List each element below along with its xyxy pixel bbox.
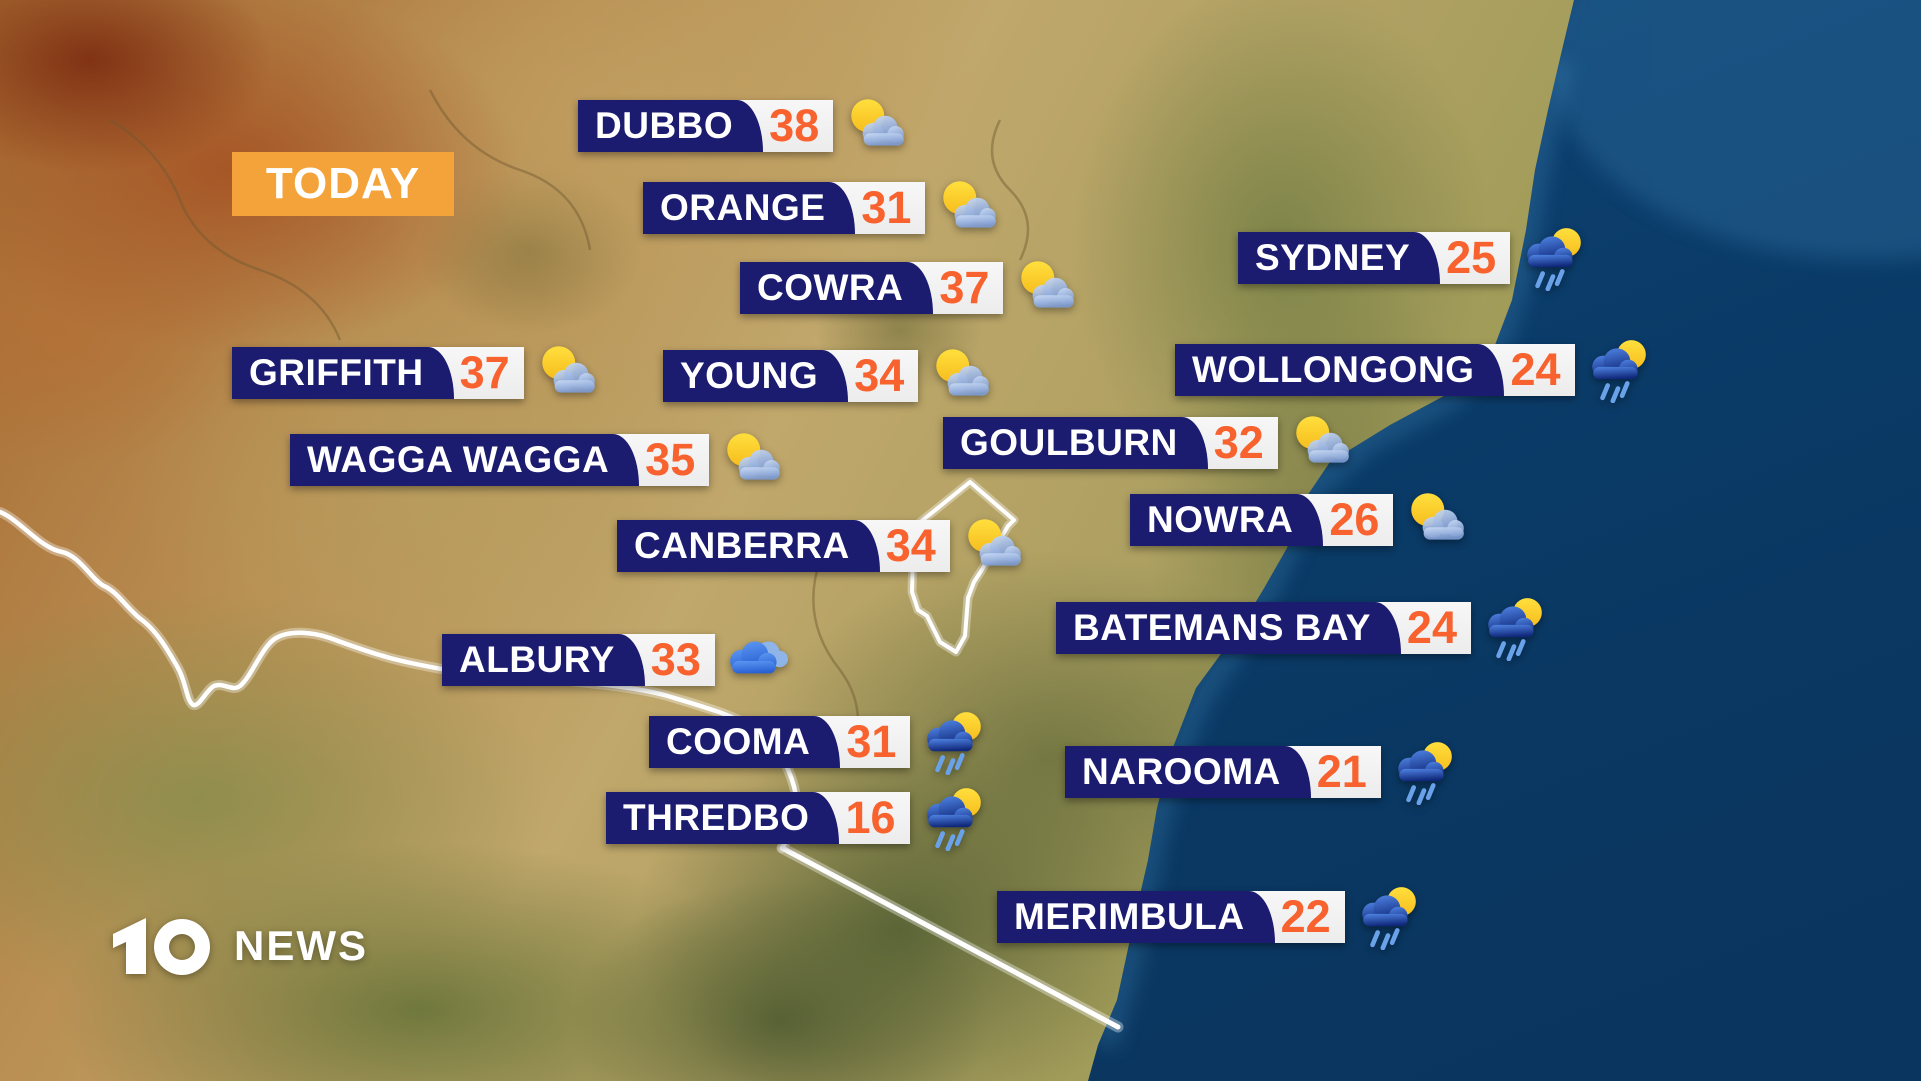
station-cowra: COWRA 37	[740, 262, 1079, 314]
station-merimbula: MERIMBULA 22	[997, 891, 1421, 943]
station-nowra: NOWRA 26	[1130, 494, 1469, 546]
plate-curve	[1414, 232, 1441, 284]
plate-curve	[1181, 417, 1208, 469]
ocean	[1088, 0, 1921, 1081]
rain-sun-icon	[1585, 337, 1651, 403]
plate-curve	[427, 347, 454, 399]
station-albury: ALBURY 33	[442, 634, 791, 686]
sun-cloud-icon	[1013, 255, 1079, 321]
station-temp: 21	[1316, 746, 1367, 797]
sun-cloud-icon	[928, 343, 994, 409]
station-canberra: CANBERRA 34	[617, 520, 1026, 572]
station-temp: 24	[1510, 344, 1561, 395]
border-straight-segment	[779, 845, 1121, 1030]
station-name: CANBERRA	[617, 520, 854, 572]
station-orange: ORANGE 31	[643, 182, 1001, 234]
station-name: ALBURY	[442, 634, 619, 686]
rain-sun-icon	[920, 709, 986, 775]
station-name: NAROOMA	[1065, 746, 1285, 798]
station-young: YOUNG 34	[663, 350, 994, 402]
plate-curve	[737, 100, 764, 152]
station-temp: 37	[459, 347, 510, 398]
station-temp: 26	[1329, 494, 1380, 545]
rain-sun-icon	[1355, 884, 1421, 950]
sun-cloud-icon	[534, 340, 600, 406]
station-temp: 16	[845, 792, 896, 843]
ten-news-logo: NEWS	[108, 916, 368, 976]
today-label: TODAY	[265, 159, 421, 208]
today-badge: TODAY	[232, 152, 454, 216]
station-sydney: SYDNEY 25	[1238, 232, 1586, 284]
station-name: THREDBO	[606, 792, 814, 844]
station-narooma: NAROOMA 21	[1065, 746, 1457, 798]
plate-curve	[853, 520, 880, 572]
station-batemans-bay: BATEMANS BAY 24	[1056, 602, 1547, 654]
blue-clouds-icon	[725, 627, 791, 693]
ocean-light-patch	[1550, 0, 1921, 260]
rain-sun-icon	[1520, 225, 1586, 291]
station-temp: 24	[1406, 602, 1457, 653]
station-temp: 37	[939, 262, 990, 313]
station-name: SYDNEY	[1238, 232, 1415, 284]
station-name: COWRA	[740, 262, 908, 314]
sun-cloud-icon	[1403, 487, 1469, 553]
rain-sun-icon	[1391, 739, 1457, 805]
station-name: ORANGE	[643, 182, 830, 234]
station-name: BATEMANS BAY	[1056, 602, 1375, 654]
station-temp: 35	[645, 434, 696, 485]
station-name: GRIFFITH	[232, 347, 428, 399]
station-temp: 34	[854, 350, 905, 401]
station-temp: 31	[861, 182, 912, 233]
station-thredbo: THREDBO 16	[606, 792, 986, 844]
station-cooma: COOMA 31	[649, 716, 986, 768]
ten-network-icon	[113, 918, 210, 975]
station-temp: 31	[846, 716, 897, 767]
station-temp: 22	[1280, 891, 1331, 942]
station-name: DUBBO	[578, 100, 738, 152]
sun-cloud-icon	[935, 175, 1001, 241]
plate-curve	[618, 634, 645, 686]
station-temp: 25	[1446, 232, 1497, 283]
sun-cloud-icon	[960, 513, 1026, 579]
plate-curve	[813, 792, 840, 844]
station-temp: 34	[885, 520, 936, 571]
station-temp: 33	[650, 634, 701, 685]
station-name: WAGGA WAGGA	[290, 434, 614, 486]
station-wagga-wagga: WAGGA WAGGA 35	[290, 434, 785, 486]
sun-cloud-icon	[719, 427, 785, 493]
sun-cloud-icon	[1288, 410, 1354, 476]
plate-curve	[613, 434, 640, 486]
station-dubbo: DUBBO 38	[578, 100, 909, 152]
station-name: GOULBURN	[943, 417, 1182, 469]
station-wollongong: WOLLONGONG 24	[1175, 344, 1651, 396]
news-wordmark: NEWS	[234, 922, 368, 969]
plate-curve	[1248, 891, 1275, 943]
rain-sun-icon	[1481, 595, 1547, 661]
station-griffith: GRIFFITH 37	[232, 347, 600, 399]
plate-curve	[822, 350, 849, 402]
plate-curve	[829, 182, 856, 234]
station-name: YOUNG	[663, 350, 823, 402]
station-name: MERIMBULA	[997, 891, 1249, 943]
plate-curve	[1478, 344, 1505, 396]
station-temp: 38	[769, 100, 820, 151]
station-name: NOWRA	[1130, 494, 1298, 546]
plate-curve	[1284, 746, 1311, 798]
plate-curve	[1297, 494, 1324, 546]
plate-curve	[907, 262, 934, 314]
station-goulburn: GOULBURN 32	[943, 417, 1354, 469]
station-temp: 32	[1213, 417, 1264, 468]
station-name: WOLLONGONG	[1175, 344, 1479, 396]
rain-sun-icon	[920, 785, 986, 851]
plate-curve	[814, 716, 841, 768]
state-border	[0, 507, 1124, 1033]
plate-curve	[1374, 602, 1401, 654]
station-name: COOMA	[649, 716, 815, 768]
sun-cloud-icon	[843, 93, 909, 159]
